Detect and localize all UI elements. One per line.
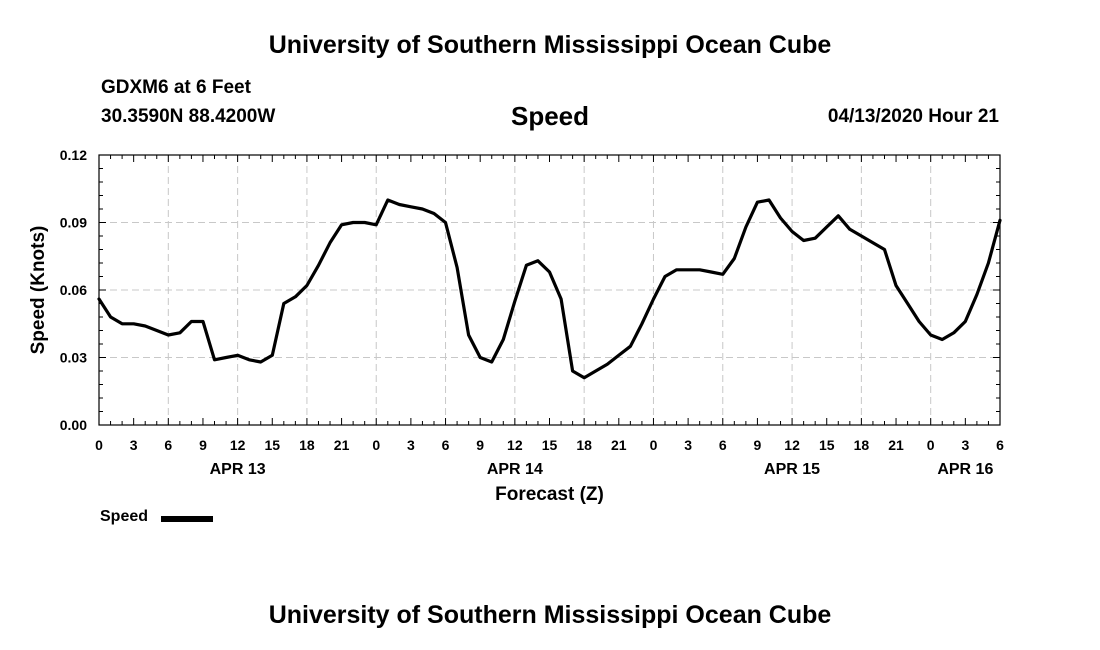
- x-date-label: APR 14: [487, 461, 543, 478]
- legend-label: Speed: [100, 508, 149, 525]
- y-tick-label: 0.03: [60, 350, 87, 366]
- x-tick-label: 12: [230, 437, 246, 453]
- x-tick-label: 6: [442, 437, 450, 453]
- station-coordinates: 30.3590N 88.4200W: [101, 106, 276, 127]
- forecast-datetime: 04/13/2020 Hour 21: [827, 106, 999, 127]
- x-tick-label: 18: [854, 437, 870, 453]
- y-tick-label: 0.09: [60, 215, 87, 231]
- x-tick-label: 0: [650, 437, 658, 453]
- x-tick-label: 18: [576, 437, 592, 453]
- y-tick-label: 0.12: [60, 147, 87, 163]
- plot-title: Speed: [510, 101, 590, 131]
- x-tick-label: 18: [299, 437, 315, 453]
- x-tick-label: 6: [164, 437, 172, 453]
- x-tick-label: 21: [888, 437, 904, 453]
- x-axis-label: Forecast (Z): [495, 484, 604, 505]
- x-tick-label: 0: [927, 437, 935, 453]
- x-tick-label: 12: [507, 437, 523, 453]
- x-tick-label: 3: [130, 437, 138, 453]
- x-tick-label: 9: [199, 437, 207, 453]
- x-tick-label: 6: [719, 437, 727, 453]
- x-tick-label: 15: [819, 437, 835, 453]
- x-tick-label: 0: [372, 437, 380, 453]
- x-tick-label: 3: [961, 437, 969, 453]
- x-tick-label: 0: [95, 437, 103, 453]
- x-tick-label: 21: [611, 437, 627, 453]
- x-tick-label: 9: [754, 437, 762, 453]
- x-date-label: APR 16: [937, 461, 993, 478]
- x-tick-label: 15: [264, 437, 280, 453]
- x-tick-label: 3: [684, 437, 692, 453]
- y-tick-label: 0.00: [60, 417, 87, 433]
- x-date-label: APR 15: [764, 461, 820, 478]
- x-date-label: APR 13: [210, 461, 266, 478]
- x-tick-label: 15: [542, 437, 558, 453]
- y-axis-label: Speed (Knots): [28, 226, 49, 355]
- page-title: University of Southern Mississippi Ocean…: [268, 31, 832, 59]
- x-tick-label: 9: [476, 437, 484, 453]
- x-tick-label: 12: [784, 437, 800, 453]
- x-tick-label: 6: [996, 437, 1004, 453]
- station-name: GDXM6 at 6 Feet: [101, 77, 251, 98]
- legend-swatch: [161, 516, 213, 522]
- footer-title: University of Southern Mississippi Ocean…: [268, 601, 832, 629]
- y-tick-label: 0.06: [60, 282, 87, 298]
- x-tick-label: 3: [407, 437, 415, 453]
- x-tick-label: 21: [334, 437, 350, 453]
- series-line-speed: [97, 198, 1002, 380]
